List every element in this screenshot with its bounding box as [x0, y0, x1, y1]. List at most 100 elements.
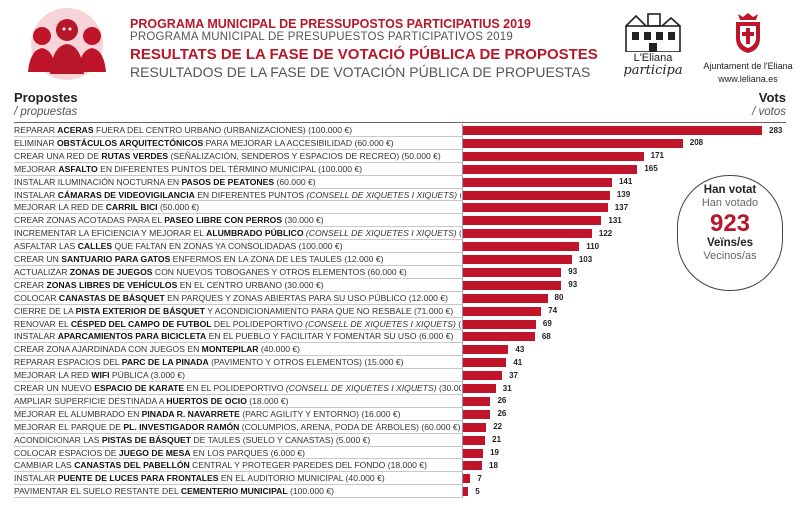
proposal-label-ital: (CONSELL DE XIQUETES I XIQUETS) [305, 228, 457, 239]
votes-label: Vots [758, 90, 786, 105]
proposal-label-bold: CANASTAS DEL PABELLÓN [74, 460, 190, 471]
vote-count-label: 18 [489, 460, 498, 470]
vote-count-label: 31 [502, 383, 512, 393]
proposal-label-post: (50.000 €) [157, 202, 200, 213]
row-separator [14, 381, 463, 382]
proposal-label: MEJORAR LA RED WIFI PÚBLICA (3.000 €) [14, 369, 461, 381]
row-separator [14, 458, 463, 460]
row-separator [14, 316, 463, 318]
row-separator [14, 484, 463, 486]
people-group-icon [28, 8, 106, 80]
proposal-label-bold: CEMENTERIO MUNICIPAL [180, 486, 288, 497]
proposal-label-bold: ESPACIO DE KARATE [94, 383, 185, 393]
row-separator [14, 497, 463, 499]
header-rule [14, 122, 786, 123]
title-block: PROGRAMA MUNICIPAL DE PRESSUPOSTOS PARTI… [130, 17, 600, 81]
proposal-label-bold: PUENTE DE LUCES PARA FRONTALES [57, 473, 219, 484]
proposal-label-pre: CREAR UNA RED DE [14, 150, 102, 161]
proposal-label-post: (SEÑALIZACIÓN, SENDEROS Y ESPACIOS DE RE… [168, 150, 441, 161]
proposal-label: MEJORAR EL PARQUE DE PL. INVESTIGADOR RA… [14, 421, 461, 433]
row-separator [14, 406, 463, 408]
proposal-label-bold: PASEO LIBRE CON PERROS [164, 215, 283, 226]
vote-count-label: 69 [542, 319, 552, 328]
proposal-label-post: (PARC AGILITY Y ENTORNO) (16.000 €) [239, 408, 401, 419]
proposals-label: Propostes [14, 90, 78, 105]
proposal-label-tail: (100.000 €) [457, 228, 461, 238]
proposal-label-post: EN EL PUEBLO Y FACILITAR Y FOMENTAR SU U… [206, 331, 454, 342]
vote-count-label: 19 [490, 448, 499, 457]
proposal-label-post: EN DIFERENTES PUNTOS [194, 189, 307, 200]
vote-count-label: 93 [568, 267, 578, 277]
proposal-label-bold: PARC DE LA PINADA [121, 357, 209, 368]
vote-bar [463, 203, 608, 213]
proposal-label-bold: RUTAS VERDES [101, 150, 169, 161]
vote-bar [463, 306, 542, 316]
vote-bar [463, 177, 612, 187]
row-separator [14, 342, 463, 344]
row-separator [14, 187, 463, 189]
proposal-label-post: ENFERMOS EN LA ZONA DE LES TAULES (12.00… [170, 254, 384, 264]
vote-count-label: 141 [618, 177, 633, 187]
proposal-label: CREAR UN NUEVO ESPACIO DE KARATE EN EL P… [14, 382, 461, 394]
vote-bar [463, 345, 509, 355]
vote-count-label: 165 [644, 164, 658, 174]
vote-bar [463, 319, 536, 329]
vote-bar [463, 422, 487, 432]
proposal-label-bold: JUEGO DE MESA [118, 447, 191, 458]
proposal-label-pre: CREAR ZONA AJARDINADA CON JUEGOS EN [14, 344, 202, 355]
proposal-label-ital: (CONSELL DE XIQUETES I XIQUETS) [285, 383, 437, 393]
row-separator [14, 290, 463, 292]
vote-bar [463, 332, 535, 342]
proposal-label: COLOCAR CANASTAS DE BÁSQUET EN PARQUES Y… [14, 292, 461, 304]
headline-ca: RESULTATS DE LA FASE DE VOTACIÓ PÚBLICA … [130, 46, 598, 63]
proposal-label-bold: PASOS DE PEATONES [181, 176, 275, 187]
council-block: Ajuntament de l'Eliana www.leliana.es [700, 12, 796, 85]
proposal-label-post: CENTRAL Y PROTEGER PAREDES DEL FONDO (18… [189, 460, 427, 471]
proposal-label-post: (18.000 €) [246, 395, 289, 406]
proposal-label-post: EN LOS PARQUES (6.000 €) [190, 447, 306, 458]
proposal-label-pre: MEJORAR [14, 163, 59, 174]
row-separator [14, 277, 463, 279]
proposal-label-bold: CÁMARAS DE VIDEOVIGILANCIA [57, 189, 195, 200]
row-separator [14, 329, 463, 331]
proposal-label-pre: REPARAR [14, 125, 58, 135]
proposal-label-bold: PL. INVESTIGADOR RAMÓN [123, 421, 240, 432]
row-separator [14, 419, 463, 421]
proposal-label-post: PARA MEJORAR LA ACCESIBILIDAD (60.000 €) [203, 137, 394, 148]
proposal-label: CREAR ZONA AJARDINADA CON JUEGOS EN MONT… [14, 343, 461, 355]
proposal-label-post: (30.000 €) [282, 215, 324, 226]
proposal-label-post: FUERA DEL CENTRO URBANO (URBANIZACIONES)… [93, 125, 353, 135]
proposal-label-pre: INSTALAR [14, 473, 58, 484]
vote-bar [463, 487, 469, 497]
row-separator [14, 355, 463, 357]
proposal-label-pre: ASFALTAR LAS [14, 241, 78, 252]
voters-count: 923 [709, 210, 751, 237]
proposal-label-bold: HUERTOS DE OCIO [166, 395, 247, 406]
vote-count-label: 171 [650, 151, 665, 161]
council-url: www.leliana.es [718, 74, 778, 84]
proposal-label-pre: CREAR ZONAS ACOTADAS PARA EL [14, 215, 165, 226]
row-separator [14, 252, 463, 253]
proposal-label: ACTUALIZAR ZONAS DE JUEGOS CON NUEVOS TO… [14, 266, 461, 278]
vote-count-label: 68 [541, 331, 551, 341]
vote-count-label: 103 [578, 254, 593, 264]
proposal-label-post: EN EL POLIDEPORTIVO [184, 383, 286, 393]
proposal-label: COLOCAR ESPACIOS DE JUEGO DE MESA EN LOS… [14, 447, 461, 459]
proposal-label-pre: CREAR UN NUEVO [14, 383, 95, 393]
vote-count-label: 139 [616, 190, 631, 199]
title-es: PROGRAMA MUNICIPAL DE PRESUPUESTOS PARTI… [130, 31, 513, 43]
proposal-label-bold: ZONAS LIBRES DE VEHÍCULOS [46, 279, 178, 290]
proposal-label: CREAR ZONAS LIBRES DE VEHÍCULOS EN EL CE… [14, 279, 461, 291]
brand-name: L'Eliana [633, 52, 673, 64]
proposal-label-pre: ACONDICIONAR LAS [14, 434, 102, 445]
proposal-label-pre: ACTUALIZAR [14, 266, 70, 277]
vote-bar [463, 358, 507, 368]
row-separator [14, 432, 463, 434]
vote-bar [463, 461, 483, 471]
proposals-sublabel: / propuestas [14, 106, 78, 118]
vote-bar [463, 435, 486, 445]
vote-bar [463, 409, 491, 419]
vote-count-label: 7 [477, 473, 482, 483]
proposal-label: ELIMINAR OBSTÁCULOS ARQUITECTÓNICOS PARA… [14, 137, 461, 149]
vote-count-label: 137 [614, 202, 629, 212]
